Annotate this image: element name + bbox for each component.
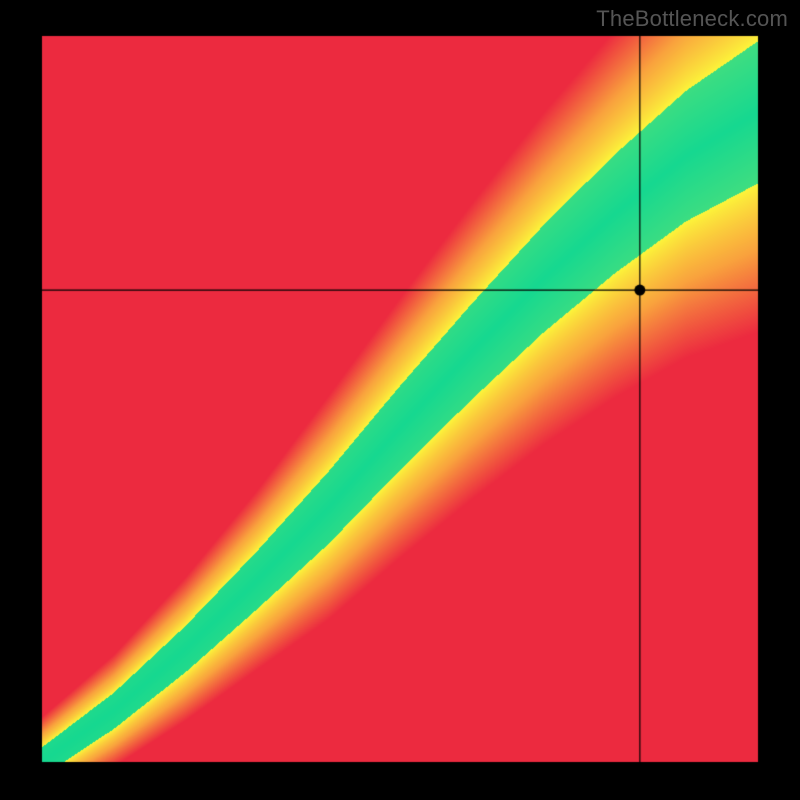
chart-container: TheBottleneck.com <box>0 0 800 800</box>
watermark-text: TheBottleneck.com <box>596 6 788 32</box>
heatmap-canvas <box>0 0 800 800</box>
